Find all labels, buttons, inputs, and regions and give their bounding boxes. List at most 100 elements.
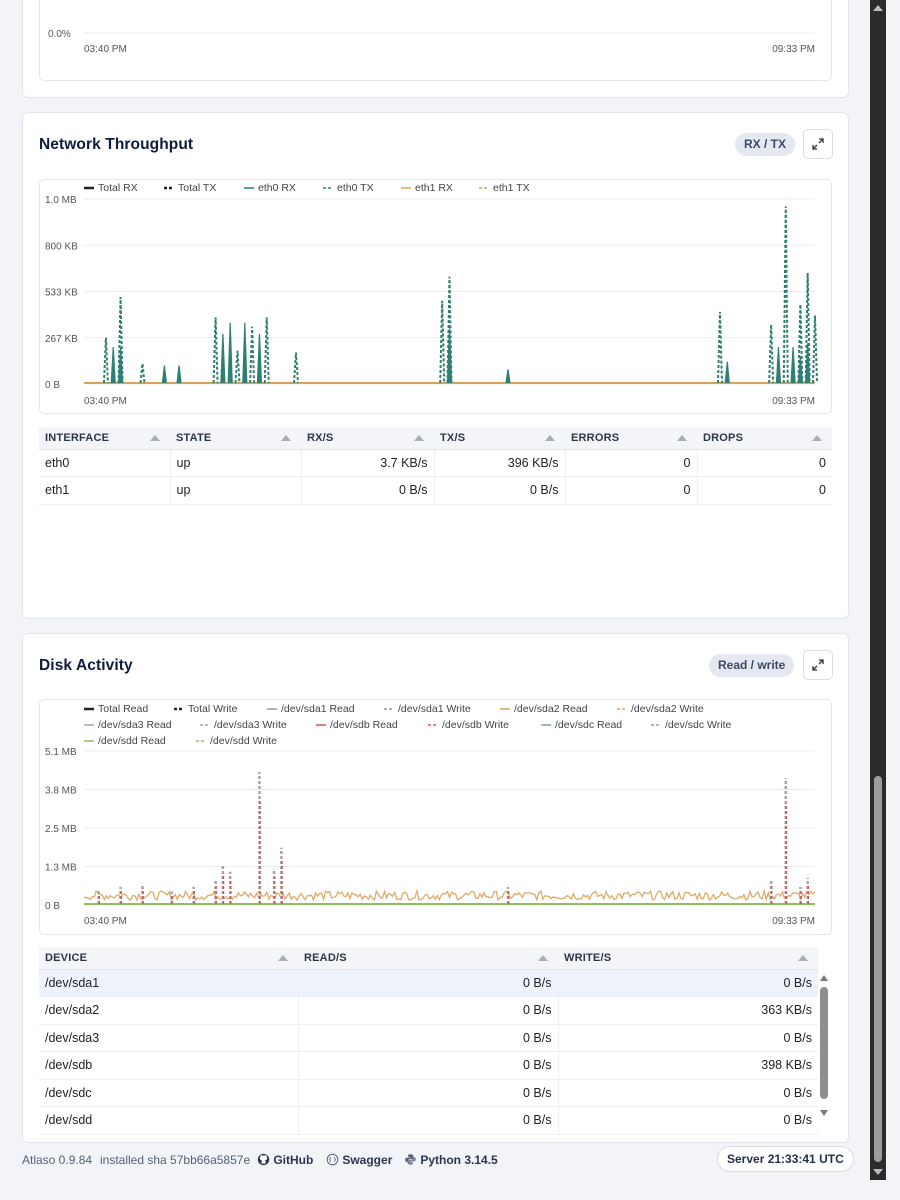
table-cell: 0 B/s [557,969,818,997]
network-rx-spike [242,322,248,384]
network-rx-spike [775,346,782,384]
sort-icon[interactable] [150,435,160,441]
y-tick-label: 2.5 MB [45,824,77,835]
legend-entry: /dev/sda3 Read [98,719,172,731]
sort-icon[interactable] [812,435,822,441]
disk-mode-badge[interactable]: Read / write [709,654,795,677]
table-cell: /dev/sdd [39,1106,298,1135]
network-tx-spike [782,206,789,384]
table-cell: 0 B/s [300,476,434,505]
network-column-header[interactable]: STATE [170,427,301,450]
network-column-header[interactable]: ERRORS [565,427,697,450]
network-tx-spike [797,304,804,384]
network-expand-button[interactable] [803,129,833,159]
python-label: Python 3.14.5 [420,1153,498,1167]
network-chart: Total RX Total TX eth0 RX eth0 TX eth1 RX eth… [39,179,832,414]
disk-title: Disk Activity [39,657,133,674]
network-tx-spike [716,311,723,384]
github-link[interactable]: GitHub [257,1153,313,1167]
legend-entry: /dev/sdc Write [665,719,731,731]
network-tx-spike [234,350,241,384]
sort-icon[interactable] [278,955,288,961]
network-chart-svg: Total RX Total TX eth0 RX eth0 TX eth1 RX eth… [45,182,818,407]
sort-icon[interactable] [414,435,424,441]
disk-column-header[interactable]: READ/S [298,947,558,970]
scroll-up-icon[interactable] [820,975,828,981]
legend-entry: /dev/sda1 Read [281,703,355,715]
swagger-link[interactable]: Swagger [326,1153,392,1167]
table-cell: 363 KB/s [557,996,818,1025]
table-row[interactable]: /dev/sdd 0 B/s 0 B/s [39,1106,818,1135]
table-cell: eth1 [39,476,170,505]
column-label: DEVICE [45,951,88,964]
table-cell: 0 B/s [297,969,558,997]
sort-icon[interactable] [545,435,555,441]
table-row[interactable]: /dev/sdb 0 B/s 398 KB/s [39,1051,818,1080]
x-tick-label: 09:33 PM [772,396,815,407]
table-row[interactable]: eth1 up 0 B/s 0 B/s 0 0 [39,476,832,505]
python-link[interactable]: Python 3.14.5 [404,1153,498,1167]
table-cell: 0 B/s [297,1051,558,1080]
github-icon [257,1153,270,1166]
disk-chart-svg: Total Read Total Write/dev/sda1 Read/dev/… [45,703,816,927]
network-rx-spike [790,346,796,384]
disk-expand-button[interactable] [803,650,833,680]
network-column-header[interactable]: INTERFACE [39,427,170,450]
table-row[interactable]: /dev/sda1 0 B/s 0 B/s [39,969,818,997]
disk-table-scrollbar[interactable] [818,970,830,1120]
disk-column-header[interactable]: WRITE/S [558,947,818,970]
x-tick-label: 03:40 PM [84,916,127,927]
disk-table-scroll-thumb[interactable] [820,987,828,1099]
table-cell: eth0 [39,449,170,477]
table-row[interactable]: eth0 up 3.7 KB/s 396 KB/s 0 0 [39,449,832,477]
network-rx-spike [505,369,511,384]
column-label: DROPS [703,431,744,444]
table-cell: 0 B/s [557,1106,818,1135]
y-tick-label: 0 B [45,901,60,912]
legend-entry: /dev/sda2 Write [631,703,704,715]
table-row[interactable]: /dev/sdc 0 B/s 0 B/s [39,1079,818,1107]
column-label: INTERFACE [45,431,110,444]
network-tx-spike [212,317,219,384]
legend-entry: /dev/sdb Read [330,719,398,731]
network-card: Network Throughput RX / TX Total RX Total… [22,112,849,619]
python-icon [405,1154,416,1165]
x-tick-label: 03:40 PM [84,44,127,55]
scroll-down-icon[interactable] [820,1110,828,1116]
sort-icon[interactable] [538,955,548,961]
sort-icon[interactable] [677,435,687,441]
page-scroll-thumb[interactable] [874,776,882,1162]
network-column-header[interactable]: TX/S [434,427,565,450]
table-cell: 0 B/s [557,1024,818,1052]
table-cell: up [169,476,301,505]
sort-icon[interactable] [281,435,291,441]
scroll-up-icon[interactable] [873,5,883,11]
table-row[interactable]: /dev/sda3 0 B/s 0 B/s [39,1024,818,1052]
legend-entry: Total Write [188,703,238,715]
table-row[interactable]: /dev/sda2 0 B/s 363 KB/s [39,996,818,1025]
page-scrollbar[interactable] [870,0,886,1180]
table-cell: 0 B/s [297,996,558,1025]
legend-entry: Total RX [98,182,138,194]
scroll-down-icon[interactable] [873,1169,883,1175]
network-column-header[interactable]: DROPS [697,427,832,450]
network-rx-spike [176,365,182,384]
network-column-header[interactable]: RX/S [301,427,434,450]
legend-entry: /dev/sda3 Write [214,719,287,731]
network-table: INTERFACE STATE RX/S TX/S ERRORS DROPS eth0 up… [39,427,832,505]
y-tick-label: 533 KB [45,288,78,299]
app-version: Atlaso 0.9.84 [22,1153,93,1167]
disk-column-header[interactable]: DEVICE [39,947,298,970]
network-tx-spike [812,315,818,384]
y-tick-label: 267 KB [45,334,78,345]
network-rx-spike [110,346,116,384]
network-tx-spike [804,272,811,384]
network-tx-spike [117,297,124,384]
network-mode-badge[interactable]: RX / TX [735,133,796,156]
network-tx-spike [249,326,256,384]
network-rx-spike [797,356,803,384]
column-label: READ/S [304,951,347,964]
sort-icon[interactable] [798,955,808,961]
y-tick-label: 3.8 MB [45,786,77,797]
